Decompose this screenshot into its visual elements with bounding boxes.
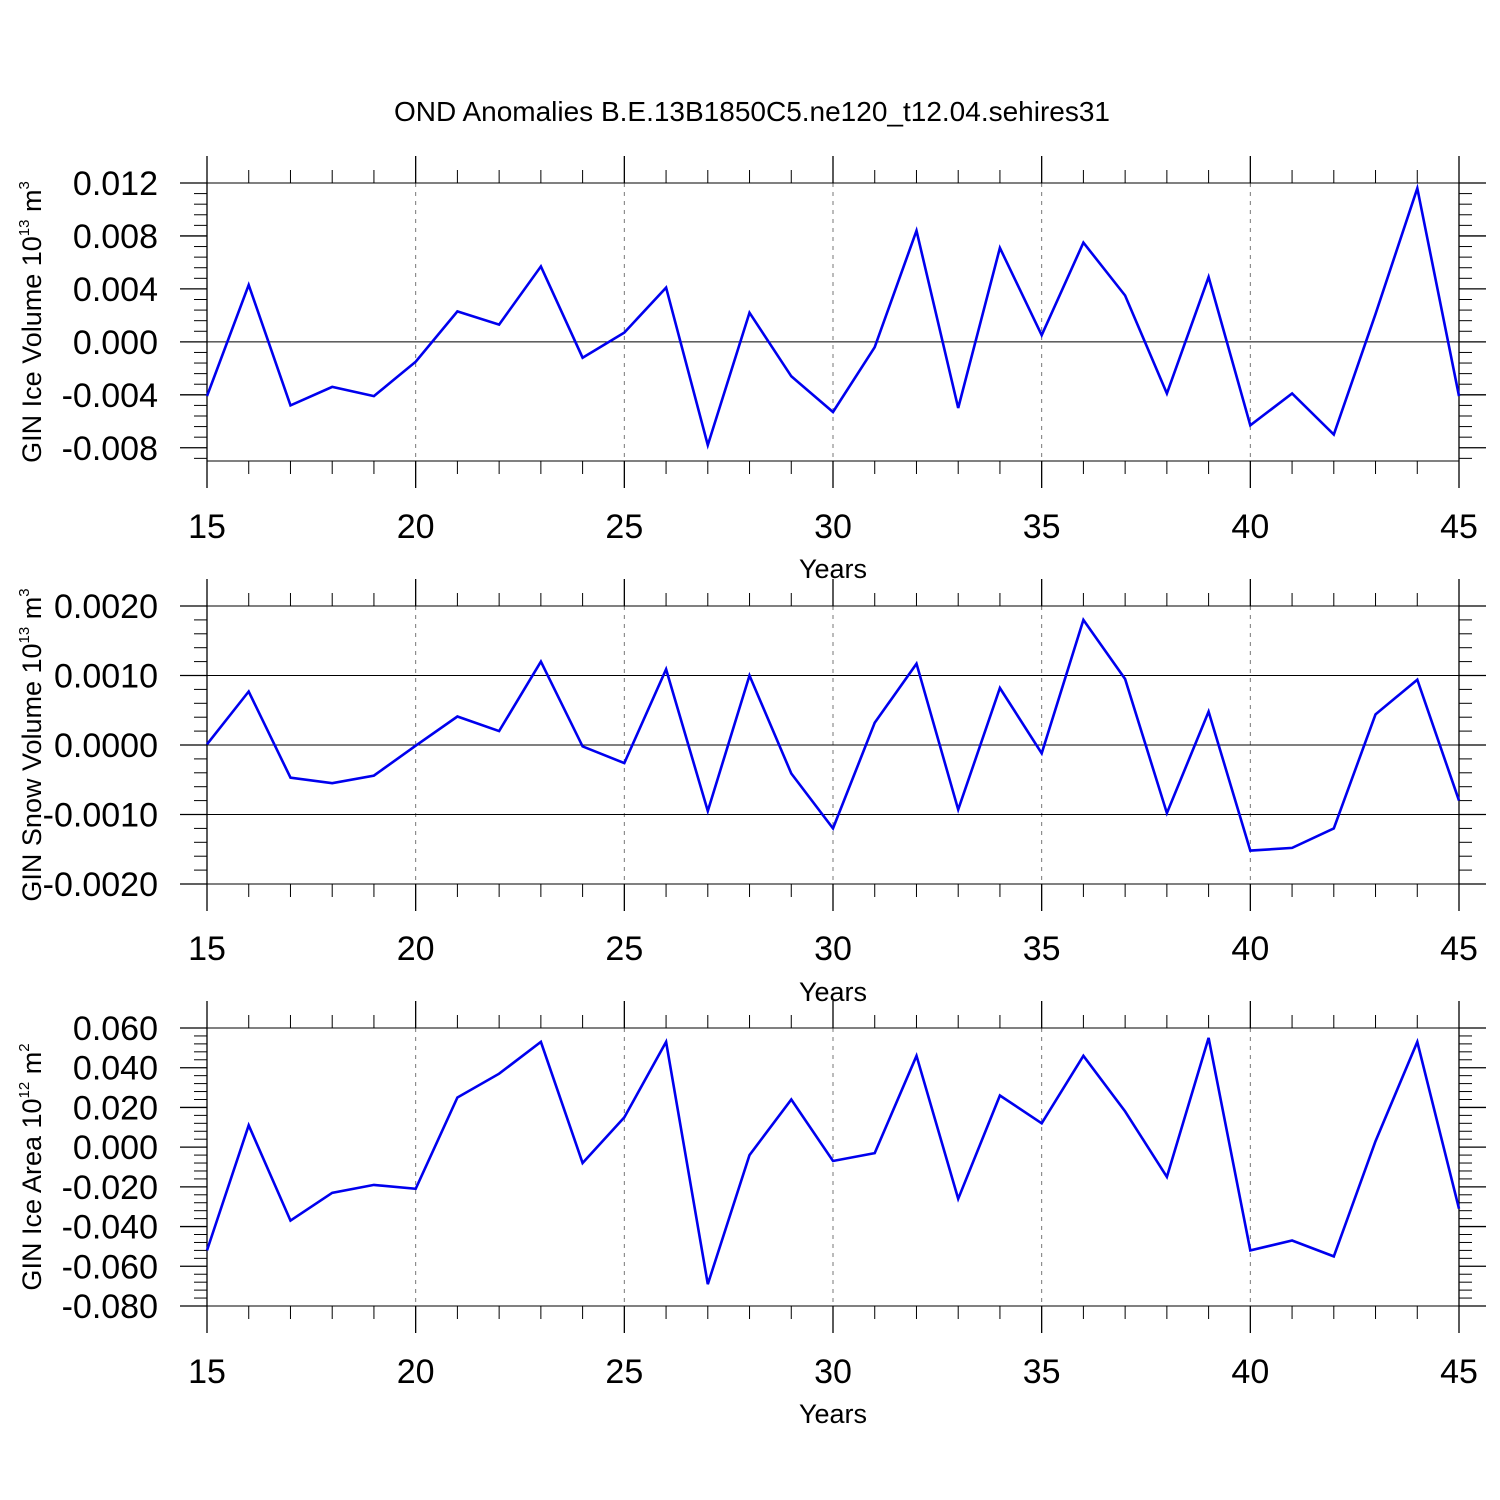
y-tick-label-0.008: 0.008 — [73, 218, 158, 256]
panel-gin-ice-volume: 15 20 25 30 35 40 45 0.012 0.008 0.004 0.000 -0.004… — [16, 156, 1486, 584]
y-tick-label-0.020: 0.020 — [73, 1089, 158, 1127]
y-tick-label-0.012: 0.012 — [73, 165, 158, 203]
x-tick-label-35: 35 — [1023, 508, 1061, 546]
x-tick-label-15: 15 — [188, 1353, 226, 1391]
x-tick-label-20: 20 — [397, 930, 435, 968]
x-tick-label-40: 40 — [1231, 930, 1269, 968]
series-line-gin-snow-volume — [205, 616, 1461, 852]
x-axis-title: Years — [799, 1399, 867, 1429]
x-tick-label-35: 35 — [1023, 930, 1061, 968]
x-tick-label-30: 30 — [814, 930, 852, 968]
y-tick-label-0.040: 0.040 — [73, 1050, 158, 1088]
y-tick-label-0.0010: 0.0010 — [54, 658, 158, 696]
y-tick-label-0.004: 0.004 — [73, 271, 158, 309]
panels: 15 20 25 30 35 40 45 0.012 0.008 0.004 0.000 -0.004… — [16, 156, 1486, 1429]
x-tick-label-45: 45 — [1440, 930, 1478, 968]
x-tick-label-40: 40 — [1231, 508, 1269, 546]
x-tick-label-25: 25 — [605, 930, 643, 968]
y-tick-label-0.0000: 0.0000 — [54, 727, 158, 765]
y-tick-label--0.040: -0.040 — [62, 1209, 158, 1247]
series-line-gin-ice-volume — [205, 183, 1461, 450]
x-tick-label-20: 20 — [397, 1353, 435, 1391]
y-tick-label--0.004: -0.004 — [62, 377, 158, 415]
series-line-gin-ice-area — [205, 1037, 1461, 1285]
y-axis-title: GIN Ice Volume 1013 m3 — [16, 181, 47, 463]
x-tick-label-25: 25 — [605, 508, 643, 546]
panel-gin-ice-area: 15 20 25 30 35 40 45 0.0600.0400.0200.000-0.020… — [16, 1001, 1486, 1429]
panel-gin-snow-volume: 15 20 25 30 35 40 45 0.0020 0.0010 0.0000 -0.0010 -… — [16, 579, 1486, 1007]
x-tick-label-15: 15 — [188, 508, 226, 546]
y-axis-title: GIN Snow Volume 1013 m3 — [16, 588, 47, 901]
y-tick-label-0.060: 0.060 — [73, 1010, 158, 1048]
y-tick-label-0.000: 0.000 — [73, 1129, 158, 1167]
y-tick-label-0.0020: 0.0020 — [54, 588, 158, 626]
x-tick-label-35: 35 — [1023, 1353, 1061, 1391]
y-tick-label--0.060: -0.060 — [62, 1248, 158, 1286]
x-tick-label-45: 45 — [1440, 1353, 1478, 1391]
x-tick-label-40: 40 — [1231, 1353, 1269, 1391]
x-tick-label-20: 20 — [397, 508, 435, 546]
y-axis-title: GIN Ice Area 1012 m2 — [16, 1043, 47, 1290]
chart-title: OND Anomalies B.E.13B1850C5.ne120_t12.04… — [394, 96, 1110, 127]
x-tick-label-15: 15 — [188, 930, 226, 968]
x-tick-label-45: 45 — [1440, 508, 1478, 546]
x-tick-label-30: 30 — [814, 1353, 852, 1391]
y-tick-label-0.000: 0.000 — [73, 324, 158, 362]
y-tick-label--0.0020: -0.0020 — [43, 866, 158, 904]
x-tick-label-30: 30 — [814, 508, 852, 546]
y-tick-label--0.0010: -0.0010 — [43, 797, 158, 835]
y-tick-label--0.008: -0.008 — [62, 430, 158, 468]
x-tick-label-25: 25 — [605, 1353, 643, 1391]
y-tick-label--0.020: -0.020 — [62, 1169, 158, 1207]
y-tick-label--0.080: -0.080 — [62, 1288, 158, 1326]
